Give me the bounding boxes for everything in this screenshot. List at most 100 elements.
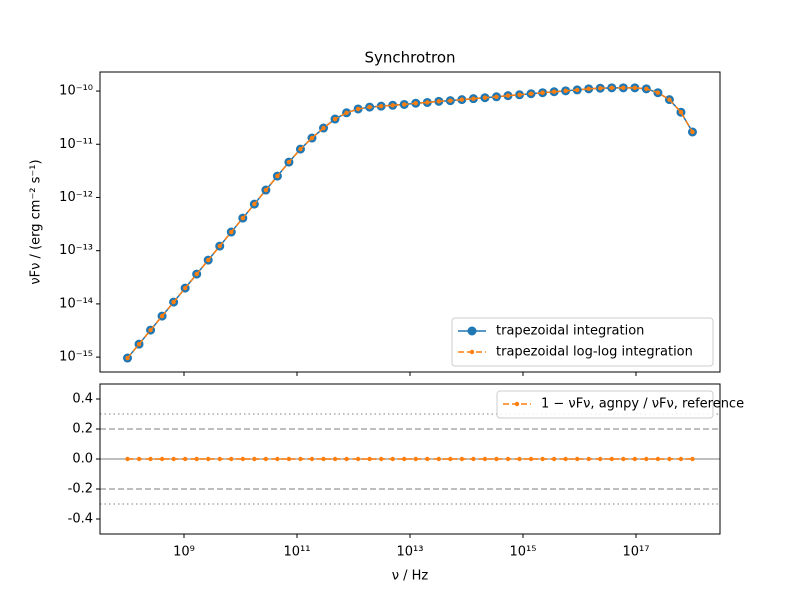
axes-frame	[99, 71, 721, 373]
data-point	[586, 456, 591, 462]
data-point	[390, 103, 395, 108]
legend-marker	[514, 401, 520, 407]
data-point	[632, 456, 638, 462]
data-point	[448, 98, 453, 103]
data-point	[194, 456, 199, 462]
data-point	[655, 456, 661, 462]
data-point	[574, 87, 580, 93]
data-point	[136, 456, 142, 462]
data-point	[159, 456, 165, 462]
legend-label: trapezoidal integration	[496, 324, 644, 339]
data-point	[471, 96, 476, 101]
data-point	[252, 201, 257, 207]
data-point	[494, 456, 499, 462]
x-tick-label: 10¹⁷	[622, 545, 649, 560]
data-point	[494, 94, 499, 99]
data-point	[194, 271, 199, 277]
data-point	[171, 456, 176, 462]
data-point	[528, 456, 534, 462]
data-point	[171, 299, 176, 305]
data-point	[252, 456, 257, 462]
data-point	[644, 456, 649, 462]
data-point	[459, 456, 465, 462]
data-point	[275, 173, 280, 179]
data-point	[482, 456, 488, 462]
data-point	[355, 106, 361, 112]
data-point	[229, 456, 234, 462]
data-point	[586, 86, 591, 92]
data-point	[621, 456, 626, 462]
data-point	[344, 456, 349, 462]
data-point	[528, 91, 534, 96]
data-point	[148, 456, 153, 462]
data-point	[367, 104, 372, 110]
data-point	[332, 116, 338, 122]
data-point	[540, 456, 545, 462]
data-point	[551, 89, 557, 94]
data-point	[690, 129, 695, 135]
x-tick-label: 10¹⁵	[510, 545, 537, 560]
data-point	[240, 215, 246, 221]
data-point	[125, 355, 130, 361]
data-point	[678, 110, 684, 115]
data-point	[517, 456, 522, 462]
y-tick-label: 10⁻¹¹	[59, 137, 93, 152]
data-point	[413, 101, 418, 106]
data-point	[136, 341, 142, 347]
data-point	[667, 456, 672, 462]
data-point	[471, 456, 476, 462]
data-point	[425, 100, 430, 105]
data-point	[309, 135, 315, 141]
y-tick-label: 10⁻¹⁰	[59, 84, 93, 99]
data-point	[482, 95, 488, 100]
y-axis-label: νFν / (erg cm⁻² s⁻¹)	[29, 159, 44, 284]
legend-marker	[469, 349, 475, 355]
legend-box	[496, 390, 714, 419]
legend-box	[451, 317, 714, 367]
y-tick-label: 10⁻¹⁴	[59, 296, 93, 311]
data-point	[355, 456, 361, 462]
data-point	[690, 456, 695, 462]
data-point	[298, 146, 303, 152]
data-point	[678, 456, 684, 462]
x-axis-label: ν / Hz	[392, 569, 429, 584]
data-point	[402, 456, 407, 462]
y-tick-label: 0.0	[72, 452, 93, 467]
data-point	[402, 102, 407, 107]
y-tick-label: 0.4	[72, 392, 93, 407]
data-point	[540, 90, 545, 95]
data-point	[263, 456, 269, 462]
data-point	[321, 125, 326, 131]
data-point	[505, 93, 511, 98]
data-point	[413, 456, 418, 462]
data-point	[448, 456, 453, 462]
data-point	[182, 285, 188, 291]
data-point	[344, 110, 349, 116]
data-point	[240, 456, 246, 462]
data-point	[436, 99, 442, 104]
data-point	[217, 456, 222, 462]
data-point	[378, 103, 384, 109]
data-point	[609, 456, 614, 462]
legend-label: trapezoidal log-log integration	[496, 345, 693, 360]
data-point	[598, 86, 603, 91]
y-tick-label: -0.4	[68, 512, 93, 527]
data-point	[621, 85, 626, 91]
legend-marker	[467, 326, 477, 336]
data-point	[148, 327, 153, 333]
data-point	[206, 257, 211, 263]
y-tick-label: 10⁻¹⁵	[59, 350, 93, 365]
data-point	[275, 456, 280, 462]
data-point	[505, 456, 511, 462]
data-point	[563, 88, 568, 94]
data-point	[436, 456, 442, 462]
axes-frame	[99, 383, 721, 535]
data-point	[159, 313, 165, 319]
data-point	[609, 85, 614, 91]
x-tick-label: 10⁹	[173, 545, 195, 560]
data-point	[378, 456, 384, 462]
data-point	[632, 85, 638, 91]
data-point	[229, 229, 234, 235]
